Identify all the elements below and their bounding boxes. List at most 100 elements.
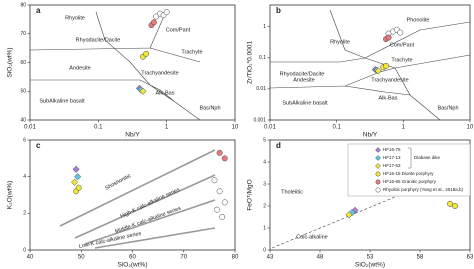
field-label: SubAlkaline basalt [39, 98, 85, 104]
point [214, 206, 221, 213]
y-tick-label: 1 [263, 24, 266, 30]
field-label: Rhyodacite/Dacite [76, 37, 121, 43]
field-label: Alk-Bas [156, 90, 175, 96]
point [153, 13, 160, 20]
x-tick-label: 40 [27, 255, 34, 261]
point [452, 203, 458, 209]
legend-bracket [408, 147, 412, 169]
legend-label: HF17-13 [383, 155, 401, 160]
x-axis-label: Nb/Y [363, 132, 378, 139]
x-tick-label: 50 [78, 255, 85, 261]
field-label: Low-K calc-alkaline series [78, 231, 142, 250]
y-tick-label: 80 [20, 2, 26, 8]
boundaries-c [59, 149, 216, 249]
field-label: Com/Pant [166, 27, 191, 33]
y-tick-label: 40 [20, 117, 26, 123]
y-axis-label: SiO₂(wt%) [7, 48, 14, 78]
point [211, 177, 218, 184]
panel-label: b [276, 6, 281, 15]
y-axis-label: Zr/TiO₂*0.0001 [247, 41, 254, 84]
x-tick-label: 1 [402, 125, 406, 131]
field-label: Rhyodacite/Dacite [280, 71, 325, 77]
point [150, 19, 157, 26]
panel-label: d [276, 141, 281, 150]
point [385, 34, 392, 41]
legend-marker [375, 163, 381, 169]
point [71, 178, 79, 186]
legend-label: Rhyolitic porphyry (Yang et al., 2019a,b… [383, 187, 463, 192]
point [374, 67, 382, 75]
point [216, 188, 223, 195]
point [221, 199, 228, 206]
field-label: Com/Pant [390, 42, 415, 48]
legend-label: HF16-65 Granitic porphyry [383, 179, 437, 184]
legend-marker [375, 155, 381, 161]
legend-label: HF17-53 [383, 163, 401, 168]
boundary-d [271, 169, 461, 249]
x-tick-label: 43 [267, 255, 274, 261]
y-axis-label: K₂O(wt%) [7, 181, 14, 210]
x-tick-label: 0.1 [94, 125, 103, 131]
x-tick-label: 80 [232, 255, 239, 261]
y-tick-label: 0 [263, 247, 266, 253]
field-label: Phonolite [407, 17, 430, 23]
point [447, 200, 453, 207]
x-tick-label: 53 [367, 255, 374, 261]
field-label: Alk-Bas [379, 95, 398, 101]
point [216, 149, 223, 156]
y-tick-label: 2 [23, 211, 26, 217]
legend-box [347, 143, 471, 197]
legend-label: HF16-15 Diorite porphyry [383, 171, 434, 176]
point [397, 29, 404, 36]
x-tick-label: 0.01 [264, 125, 276, 131]
point [163, 9, 170, 16]
field-label: Andesite [293, 77, 314, 83]
y-tick-label: 0.01 [256, 86, 266, 92]
field-label: Calc-alkaline [296, 234, 328, 240]
point [219, 214, 226, 220]
legend-label: HF16-75 [383, 147, 401, 152]
field-label: Trachyandesite [141, 70, 178, 76]
field-label: Bas/Nph [437, 105, 458, 111]
x-tick-label: 1 [165, 125, 169, 131]
y-tick-label: 4 [263, 159, 266, 165]
point [345, 211, 353, 219]
x-tick-label: 63 [467, 255, 474, 261]
point [221, 155, 228, 162]
field-label: SubAlkaline basalt [282, 100, 328, 106]
field-label: Andesite [69, 65, 90, 71]
x-tick-label: 70 [180, 255, 187, 261]
field-label: Trachyte [181, 49, 202, 55]
plot-frame [269, 4, 471, 121]
field-label: Tholeiitic [281, 189, 303, 195]
y-tick-label: 6 [23, 137, 26, 143]
point [139, 87, 147, 95]
boundaries-a [29, 11, 201, 121]
y-tick-label: 60 [20, 60, 26, 66]
y-tick-label: 3 [263, 181, 266, 187]
point [72, 165, 80, 173]
boundaries-b [269, 9, 471, 121]
y-tick-label: 1 [263, 225, 266, 231]
field-label: Rhyolite [65, 15, 85, 21]
point [75, 184, 82, 191]
x-tick-label: 10 [467, 125, 474, 131]
x-tick-label: 10 [232, 125, 239, 131]
x-axis-label: Nb/Y [125, 132, 140, 139]
legend-marker [375, 147, 381, 153]
field-label: Rhyolite [330, 39, 350, 45]
y-tick-label: 4 [23, 174, 26, 180]
x-axis-label: SiO₂(wt%) [355, 262, 385, 269]
x-tick-label: 58 [417, 255, 424, 261]
field-label: Bas/Nph [199, 105, 220, 111]
panel-label: a [36, 6, 41, 15]
field-label: Shoshonitic [104, 173, 132, 192]
x-axis-label: SiO₂(wt%) [118, 262, 148, 269]
y-tick-label: 2 [263, 203, 266, 209]
y-tick-label: 50 [20, 89, 26, 95]
field-label: Trachyandesite [371, 77, 408, 83]
x-tick-label: 60 [129, 255, 136, 261]
x-tick-label: 0.1 [332, 125, 341, 131]
y-tick-label: 0 [23, 247, 26, 253]
